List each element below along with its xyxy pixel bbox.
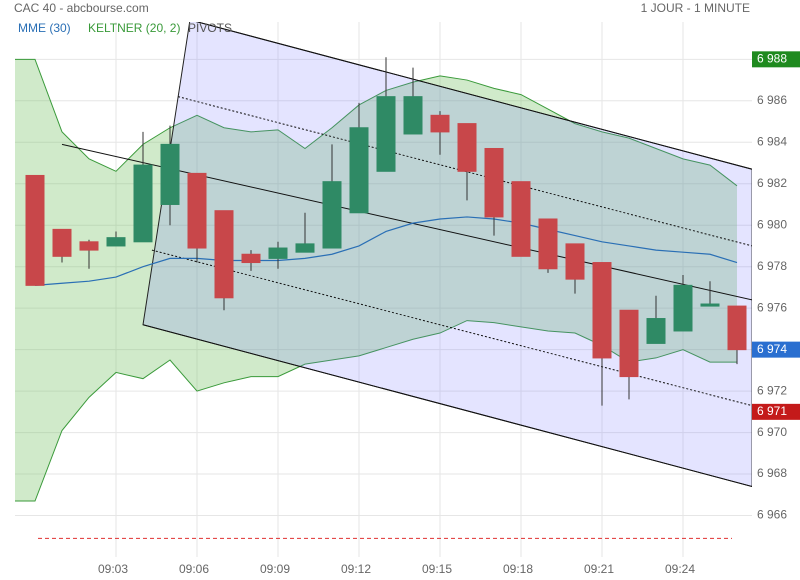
y-tick-label: 6 972 [757,383,787,397]
candle-body [376,96,396,172]
candle-body [673,284,693,332]
pivot-channel [142,22,752,487]
ema-line [34,216,738,286]
candle-body [133,164,153,243]
candle-body [592,262,612,359]
price-marker [752,341,800,358]
candle-body [619,309,639,378]
legend-entry: MME (30) [18,21,71,35]
candle-body [52,228,72,257]
y-tick-label: 6 968 [757,466,787,480]
candle-body [403,96,423,135]
candle-body [241,253,261,264]
plot-area [15,22,752,557]
price-marker [752,403,800,420]
y-tick-label: 6 976 [757,300,787,314]
keltner-lower [15,320,737,502]
x-tick-label: 09:18 [503,562,533,576]
x-tick-label: 09:06 [179,562,209,576]
x-tick-label: 09:24 [665,562,695,576]
y-tick-label: 6 966 [757,508,787,522]
pivot-line [151,249,752,407]
candle-body [727,305,747,351]
y-tick-label: 6 982 [757,176,787,190]
candle-body [322,181,342,249]
y-tick-label: 6 978 [757,259,787,273]
keltner-upper [15,58,738,187]
y-tick-label: 6 984 [757,134,787,148]
candle-body [214,210,234,299]
candle-body [349,127,369,214]
candle-body [25,174,45,286]
x-tick-label: 09:21 [584,562,614,576]
x-tick-label: 09:09 [260,562,290,576]
candle-body [511,181,531,257]
candle-body [187,172,207,249]
y-tick-label: 6 970 [757,425,787,439]
x-tick-label: 09:15 [422,562,452,576]
keltner-band [15,59,737,502]
legend-entry: PIVOTS [188,21,232,35]
pivot-line [195,22,752,170]
candle-body [457,123,477,172]
candle-body [268,247,288,259]
y-tick-label: 6 986 [757,93,787,107]
candle-body [646,318,666,344]
price-marker-label: 6 971 [757,404,787,418]
price-marker-label: 6 974 [757,342,787,356]
y-tick-label: 6 980 [757,217,787,231]
candle-body [160,143,180,205]
pivot-line [142,324,752,487]
chart-title: CAC 40 - abcbourse.com [14,1,149,15]
x-tick-label: 09:03 [98,562,128,576]
chart-subtitle: 1 JOUR - 1 MINUTE [641,1,750,15]
candle-body [484,147,504,218]
price-marker [752,51,800,68]
candle-body [565,243,585,280]
price-marker-label: 6 988 [757,51,787,65]
candle-body [295,243,315,253]
candle-body [700,303,720,307]
candle-body [79,241,99,251]
x-tick-label: 09:12 [341,562,371,576]
candle-body [430,114,450,133]
candle-body [106,237,126,247]
legend-entry: KELTNER (20, 2) [88,21,180,35]
candle-body [538,218,558,270]
